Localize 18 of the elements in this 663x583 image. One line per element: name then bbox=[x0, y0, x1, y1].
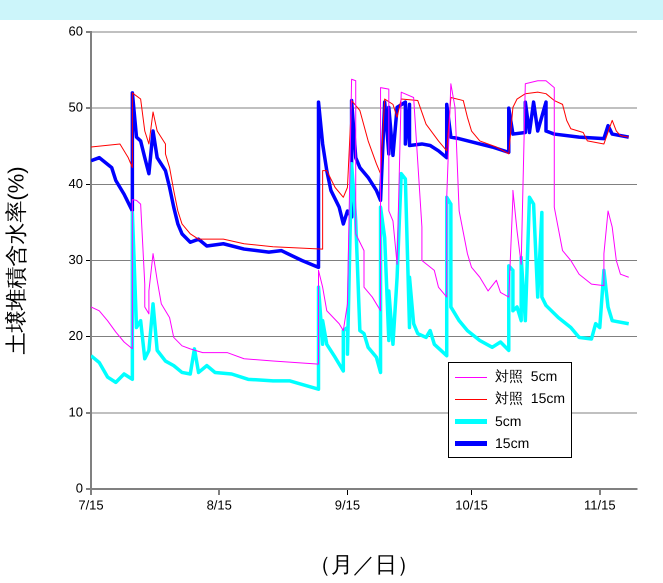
y-tick-label: 60 bbox=[68, 24, 83, 39]
y-tick-label: 0 bbox=[76, 480, 83, 496]
x-tick-label: 7/15 bbox=[78, 497, 104, 512]
legend-label: 対照 5cm bbox=[495, 368, 558, 386]
x-tick-label: 8/15 bbox=[206, 497, 232, 512]
y-tick-label: 30 bbox=[68, 252, 83, 268]
x-axis-title: （月／日） bbox=[309, 552, 419, 577]
y-tick-label: 40 bbox=[68, 176, 83, 191]
x-tick-label: 10/15 bbox=[455, 497, 488, 512]
y-tick-label: 10 bbox=[68, 404, 83, 420]
y-axis-title: 土壌堆積含水率(%) bbox=[3, 166, 28, 355]
legend-label: 5cm bbox=[495, 413, 522, 429]
legend-label: 対照 15cm bbox=[495, 390, 566, 408]
legend-label: 15cm bbox=[495, 435, 530, 451]
y-tick-label: 50 bbox=[68, 100, 83, 115]
x-tick-label: 9/15 bbox=[334, 497, 360, 512]
y-tick-label: 20 bbox=[68, 328, 83, 344]
x-tick-label: 11/15 bbox=[584, 497, 616, 512]
